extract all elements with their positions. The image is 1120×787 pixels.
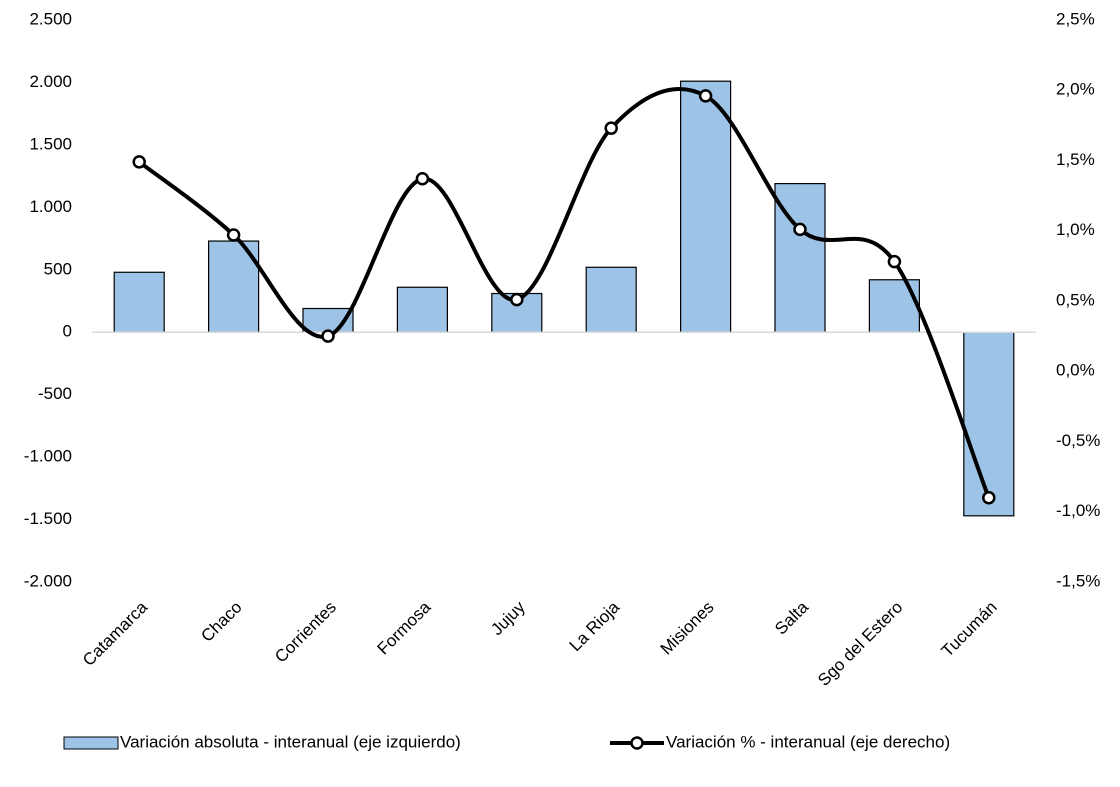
- line: [137, 86, 991, 499]
- bar: [113, 271, 165, 333]
- line-marker: [604, 121, 618, 135]
- legend-swatch: [63, 736, 119, 750]
- x-tick-label: Salta: [771, 597, 812, 638]
- y-tick-label: 1.000: [29, 197, 72, 216]
- y-tick-label: 1.500: [29, 134, 72, 153]
- bar: [963, 331, 1015, 517]
- legend-swatch: [630, 736, 644, 750]
- line-marker: [415, 172, 430, 186]
- y2-tick-label: 2,5%: [1056, 9, 1095, 28]
- line-marker: [510, 292, 524, 307]
- x-tick-label: Tucumán: [938, 598, 1001, 661]
- y-tick-label: -2.000: [24, 571, 72, 590]
- y2-tick-label: -1,0%: [1056, 501, 1100, 520]
- y2-tick-label: 2,0%: [1056, 80, 1095, 99]
- y-tick-label: 2.500: [29, 9, 72, 28]
- line-marker: [321, 329, 335, 343]
- y-tick-label: -1.000: [24, 447, 72, 466]
- legend-label: Variación absoluta - interanual (eje izq…: [120, 732, 461, 751]
- y2-tick-label: 0,0%: [1056, 361, 1095, 380]
- legend-label: Variación % - interanual (eje derecho): [666, 732, 950, 751]
- y-tick-label: -500: [38, 384, 72, 403]
- line-marker: [887, 254, 902, 269]
- line-marker: [698, 89, 713, 103]
- bar: [585, 266, 637, 333]
- y2-tick-label: -0,5%: [1056, 431, 1100, 450]
- line-marker: [982, 490, 996, 505]
- x-tick-label: Jujuy: [487, 597, 529, 639]
- x-tick-label: Corrientes: [271, 598, 340, 667]
- x-tick-label: La Rioja: [566, 597, 624, 655]
- y2-tick-label: 1,5%: [1056, 150, 1095, 169]
- x-tick-label: Chaco: [197, 598, 245, 646]
- line-marker: [793, 222, 807, 237]
- y-tick-label: 500: [44, 259, 72, 278]
- x-tick-label: Formosa: [374, 597, 435, 658]
- y2-tick-label: -1,5%: [1056, 571, 1100, 590]
- y2-tick-label: 1,0%: [1056, 220, 1095, 239]
- y2-tick-label: 0,5%: [1056, 290, 1095, 309]
- x-tick-label: Misiones: [657, 598, 718, 659]
- y-tick-label: 2.000: [29, 72, 72, 91]
- bar: [396, 286, 448, 333]
- x-tick-label: Catamarca: [79, 597, 152, 670]
- bar: [868, 279, 921, 333]
- y-tick-label: -1.500: [24, 509, 72, 528]
- bar: [679, 80, 732, 333]
- y-tick-label: 0: [63, 322, 72, 341]
- line-marker: [132, 155, 146, 169]
- line-marker: [226, 228, 241, 242]
- x-tick-label: Sgo del Estero: [814, 598, 906, 690]
